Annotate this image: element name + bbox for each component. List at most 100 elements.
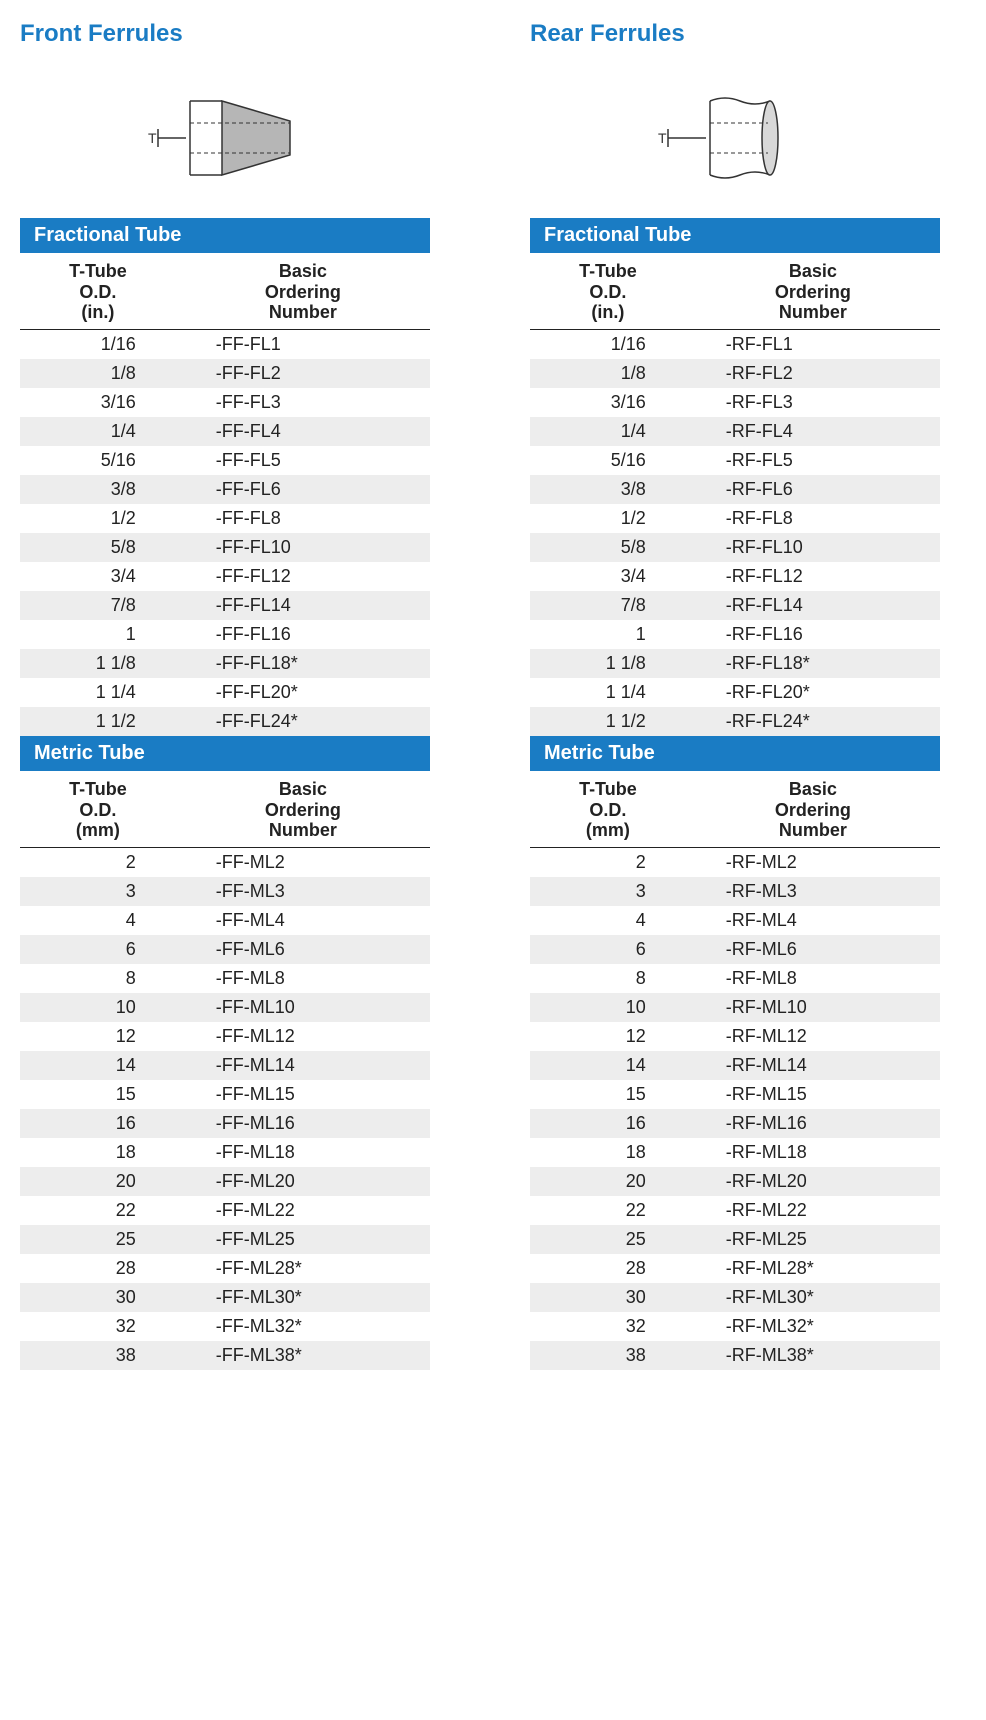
table-row: 1/4-RF-FL4 bbox=[530, 417, 940, 446]
table-row: 25-FF-ML25 bbox=[20, 1225, 430, 1254]
cell-ordering-number: -FF-FL18* bbox=[176, 649, 430, 678]
cell-od: 1/4 bbox=[530, 417, 686, 446]
table-row: 22-RF-ML22 bbox=[530, 1196, 940, 1225]
cell-ordering-number: -FF-FL3 bbox=[176, 388, 430, 417]
table-row: 1 1/2-RF-FL24* bbox=[530, 707, 940, 736]
table-row: 1/2-RF-FL8 bbox=[530, 504, 940, 533]
table-row: 1 1/8-RF-FL18* bbox=[530, 649, 940, 678]
cell-od: 22 bbox=[20, 1196, 176, 1225]
cell-ordering-number: -RF-FL20* bbox=[686, 678, 940, 707]
table-row: 1-RF-FL16 bbox=[530, 620, 940, 649]
cell-ordering-number: -FF-ML2 bbox=[176, 848, 430, 878]
cell-ordering-number: -FF-ML30* bbox=[176, 1283, 430, 1312]
cell-ordering-number: -FF-ML15 bbox=[176, 1080, 430, 1109]
table-row: 7/8-FF-FL14 bbox=[20, 591, 430, 620]
cell-od: 15 bbox=[530, 1080, 686, 1109]
rear-ferrules-column: Rear Ferrules T Fractional Tube bbox=[530, 20, 940, 1370]
cell-ordering-number: -FF-FL5 bbox=[176, 446, 430, 475]
table-row: 28-FF-ML28* bbox=[20, 1254, 430, 1283]
cell-ordering-number: -FF-ML4 bbox=[176, 906, 430, 935]
table-row: 5/16-FF-FL5 bbox=[20, 446, 430, 475]
cell-ordering-number: -RF-ML32* bbox=[686, 1312, 940, 1341]
cell-ordering-number: -FF-ML16 bbox=[176, 1109, 430, 1138]
table-row: 18-FF-ML18 bbox=[20, 1138, 430, 1167]
table-row: 10-FF-ML10 bbox=[20, 993, 430, 1022]
table-row: 7/8-RF-FL14 bbox=[530, 591, 940, 620]
rear-metric-header-num: BasicOrderingNumber bbox=[686, 771, 940, 848]
cell-ordering-number: -FF-FL16 bbox=[176, 620, 430, 649]
cell-od: 28 bbox=[530, 1254, 686, 1283]
cell-ordering-number: -FF-ML18 bbox=[176, 1138, 430, 1167]
cell-od: 5/16 bbox=[20, 446, 176, 475]
cell-od: 12 bbox=[20, 1022, 176, 1051]
front-metric-header-num: BasicOrderingNumber bbox=[176, 771, 430, 848]
cell-ordering-number: -RF-ML6 bbox=[686, 935, 940, 964]
cell-od: 3 bbox=[530, 877, 686, 906]
table-row: 1 1/2-FF-FL24* bbox=[20, 707, 430, 736]
table-row: 5/8-FF-FL10 bbox=[20, 533, 430, 562]
cell-ordering-number: -RF-ML28* bbox=[686, 1254, 940, 1283]
cell-od: 22 bbox=[530, 1196, 686, 1225]
cell-ordering-number: -RF-ML20 bbox=[686, 1167, 940, 1196]
front-ferrules-column: Front Ferrules T Fractional Tube T-TubeO… bbox=[20, 20, 430, 1370]
cell-od: 6 bbox=[530, 935, 686, 964]
cell-ordering-number: -FF-ML8 bbox=[176, 964, 430, 993]
cell-od: 5/8 bbox=[20, 533, 176, 562]
cell-od: 1/4 bbox=[20, 417, 176, 446]
table-row: 22-FF-ML22 bbox=[20, 1196, 430, 1225]
cell-ordering-number: -RF-FL18* bbox=[686, 649, 940, 678]
table-row: 25-RF-ML25 bbox=[530, 1225, 940, 1254]
table-row: 1/16-FF-FL1 bbox=[20, 330, 430, 360]
cell-ordering-number: -RF-ML15 bbox=[686, 1080, 940, 1109]
cell-od: 1 1/2 bbox=[530, 707, 686, 736]
cell-ordering-number: -RF-FL12 bbox=[686, 562, 940, 591]
table-row: 15-RF-ML15 bbox=[530, 1080, 940, 1109]
front-fractional-header-num: BasicOrderingNumber bbox=[176, 253, 430, 330]
front-fractional-header-row: T-TubeO.D.(in.) BasicOrderingNumber bbox=[20, 253, 430, 330]
cell-ordering-number: -RF-FL5 bbox=[686, 446, 940, 475]
cell-od: 3/8 bbox=[20, 475, 176, 504]
cell-od: 6 bbox=[20, 935, 176, 964]
table-row: 1-FF-FL16 bbox=[20, 620, 430, 649]
rear-ferrule-diagram: T bbox=[530, 78, 940, 198]
cell-ordering-number: -RF-ML22 bbox=[686, 1196, 940, 1225]
rear-metric-header-od: T-TubeO.D.(mm) bbox=[530, 771, 686, 848]
rear-metric-body: 2-RF-ML23-RF-ML34-RF-ML46-RF-ML68-RF-ML8… bbox=[530, 848, 940, 1371]
cell-od: 25 bbox=[20, 1225, 176, 1254]
table-row: 8-FF-ML8 bbox=[20, 964, 430, 993]
cell-od: 1/16 bbox=[530, 330, 686, 360]
table-row: 28-RF-ML28* bbox=[530, 1254, 940, 1283]
cell-od: 15 bbox=[20, 1080, 176, 1109]
rear-metric-band: Metric Tube bbox=[530, 736, 940, 771]
cell-od: 32 bbox=[20, 1312, 176, 1341]
cell-od: 3 bbox=[20, 877, 176, 906]
cell-od: 3/4 bbox=[20, 562, 176, 591]
table-row: 38-FF-ML38* bbox=[20, 1341, 430, 1370]
cell-ordering-number: -RF-FL6 bbox=[686, 475, 940, 504]
front-fractional-band: Fractional Tube bbox=[20, 218, 430, 253]
table-row: 32-FF-ML32* bbox=[20, 1312, 430, 1341]
cell-ordering-number: -RF-FL4 bbox=[686, 417, 940, 446]
cell-od: 1 1/8 bbox=[20, 649, 176, 678]
cell-od: 10 bbox=[20, 993, 176, 1022]
rear-title: Rear Ferrules bbox=[530, 20, 940, 48]
table-row: 3/16-RF-FL3 bbox=[530, 388, 940, 417]
table-row: 3/16-FF-FL3 bbox=[20, 388, 430, 417]
cell-od: 1 bbox=[530, 620, 686, 649]
table-row: 1 1/4-RF-FL20* bbox=[530, 678, 940, 707]
cell-ordering-number: -RF-ML2 bbox=[686, 848, 940, 878]
cell-od: 2 bbox=[530, 848, 686, 878]
cell-od: 1 1/2 bbox=[20, 707, 176, 736]
table-row: 1/16-RF-FL1 bbox=[530, 330, 940, 360]
cell-ordering-number: -RF-ML38* bbox=[686, 1341, 940, 1370]
cell-od: 14 bbox=[530, 1051, 686, 1080]
cell-ordering-number: -RF-ML8 bbox=[686, 964, 940, 993]
table-row: 20-RF-ML20 bbox=[530, 1167, 940, 1196]
table-row: 32-RF-ML32* bbox=[530, 1312, 940, 1341]
cell-ordering-number: -RF-ML4 bbox=[686, 906, 940, 935]
table-row: 1/8-RF-FL2 bbox=[530, 359, 940, 388]
cell-od: 38 bbox=[20, 1341, 176, 1370]
svg-text:T: T bbox=[148, 130, 157, 146]
cell-od: 3/16 bbox=[530, 388, 686, 417]
table-row: 8-RF-ML8 bbox=[530, 964, 940, 993]
